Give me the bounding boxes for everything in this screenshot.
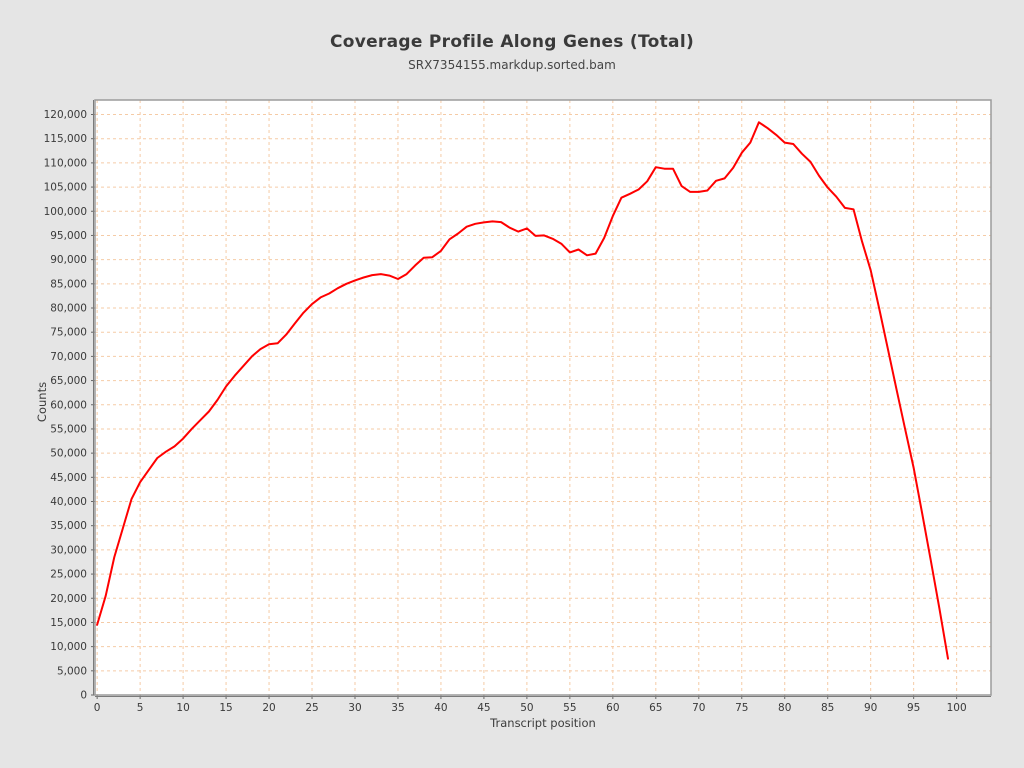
x-tick-label: 10 [176, 702, 189, 714]
x-tick-label: 75 [735, 702, 748, 714]
x-tick-label: 50 [520, 702, 533, 714]
y-tick-label: 105,000 [44, 182, 87, 194]
y-tick-label: 55,000 [50, 423, 87, 435]
x-tick-label: 40 [434, 702, 447, 714]
x-tick-label: 55 [563, 702, 576, 714]
y-tick-label: 80,000 [50, 303, 87, 315]
chart-subtitle: SRX7354155.markdup.sorted.bam [408, 58, 616, 72]
y-tick-label: 115,000 [44, 133, 87, 145]
y-tick-label: 110,000 [44, 157, 87, 169]
y-tick-label: 10,000 [50, 641, 87, 653]
coverage-line [96, 121, 949, 660]
y-tick-label: 60,000 [50, 399, 87, 411]
x-tick-label: 20 [262, 702, 275, 714]
y-tick-label: 85,000 [50, 278, 87, 290]
y-tick-label: 25,000 [50, 569, 87, 581]
chart-title: Coverage Profile Along Genes (Total) [329, 32, 695, 52]
x-tick-label: 15 [219, 702, 232, 714]
y-tick-label: 70,000 [50, 351, 87, 363]
x-tick-label: 90 [864, 702, 877, 714]
y-axis-label: Counts [35, 381, 50, 423]
y-tick-label: 95,000 [50, 230, 87, 242]
plot-border [94, 99, 992, 696]
y-tick-label: 0 [80, 690, 87, 702]
x-tick-label: 30 [348, 702, 361, 714]
y-tick-label: 100,000 [44, 206, 87, 218]
x-tick-label: 35 [391, 702, 404, 714]
y-tick-label: 5,000 [57, 665, 87, 677]
y-tick-label: 15,000 [50, 617, 87, 629]
x-tick-label: 70 [692, 702, 705, 714]
y-tick-label: 75,000 [50, 327, 87, 339]
x-tick-label: 85 [821, 702, 834, 714]
y-tick-label: 40,000 [50, 496, 87, 508]
x-tick-label: 5 [137, 702, 144, 714]
y-tick-label: 20,000 [50, 593, 87, 605]
y-tick-label: 90,000 [50, 254, 87, 266]
x-tick-label: 0 [94, 702, 101, 714]
x-tick-label: 60 [606, 702, 619, 714]
x-tick-label: 95 [907, 702, 920, 714]
y-tick-label: 35,000 [50, 520, 87, 532]
y-tick-label: 45,000 [50, 472, 87, 484]
y-tick-label: 50,000 [50, 448, 87, 460]
y-tick-label: 30,000 [50, 544, 87, 556]
x-tick-label: 100 [947, 702, 967, 714]
plot-area [95, 100, 991, 695]
x-tick-label: 25 [305, 702, 318, 714]
x-tick-label: 80 [778, 702, 791, 714]
y-tick-label: 120,000 [44, 109, 87, 121]
x-tick-label: 45 [477, 702, 490, 714]
y-tick-label: 65,000 [50, 375, 87, 387]
x-axis-label: Transcript position [490, 716, 596, 730]
x-tick-label: 65 [649, 702, 662, 714]
